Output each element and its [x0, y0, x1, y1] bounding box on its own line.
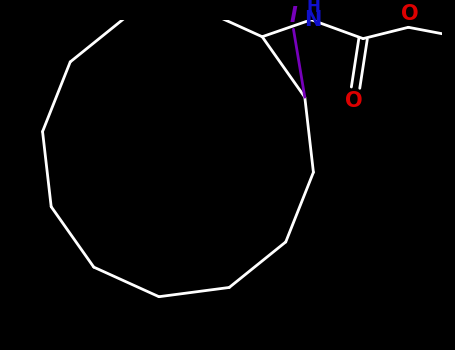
- Text: O: O: [345, 91, 363, 111]
- Text: O: O: [401, 4, 419, 24]
- Text: N: N: [304, 10, 322, 30]
- Text: I: I: [289, 6, 297, 26]
- Text: H: H: [306, 0, 320, 15]
